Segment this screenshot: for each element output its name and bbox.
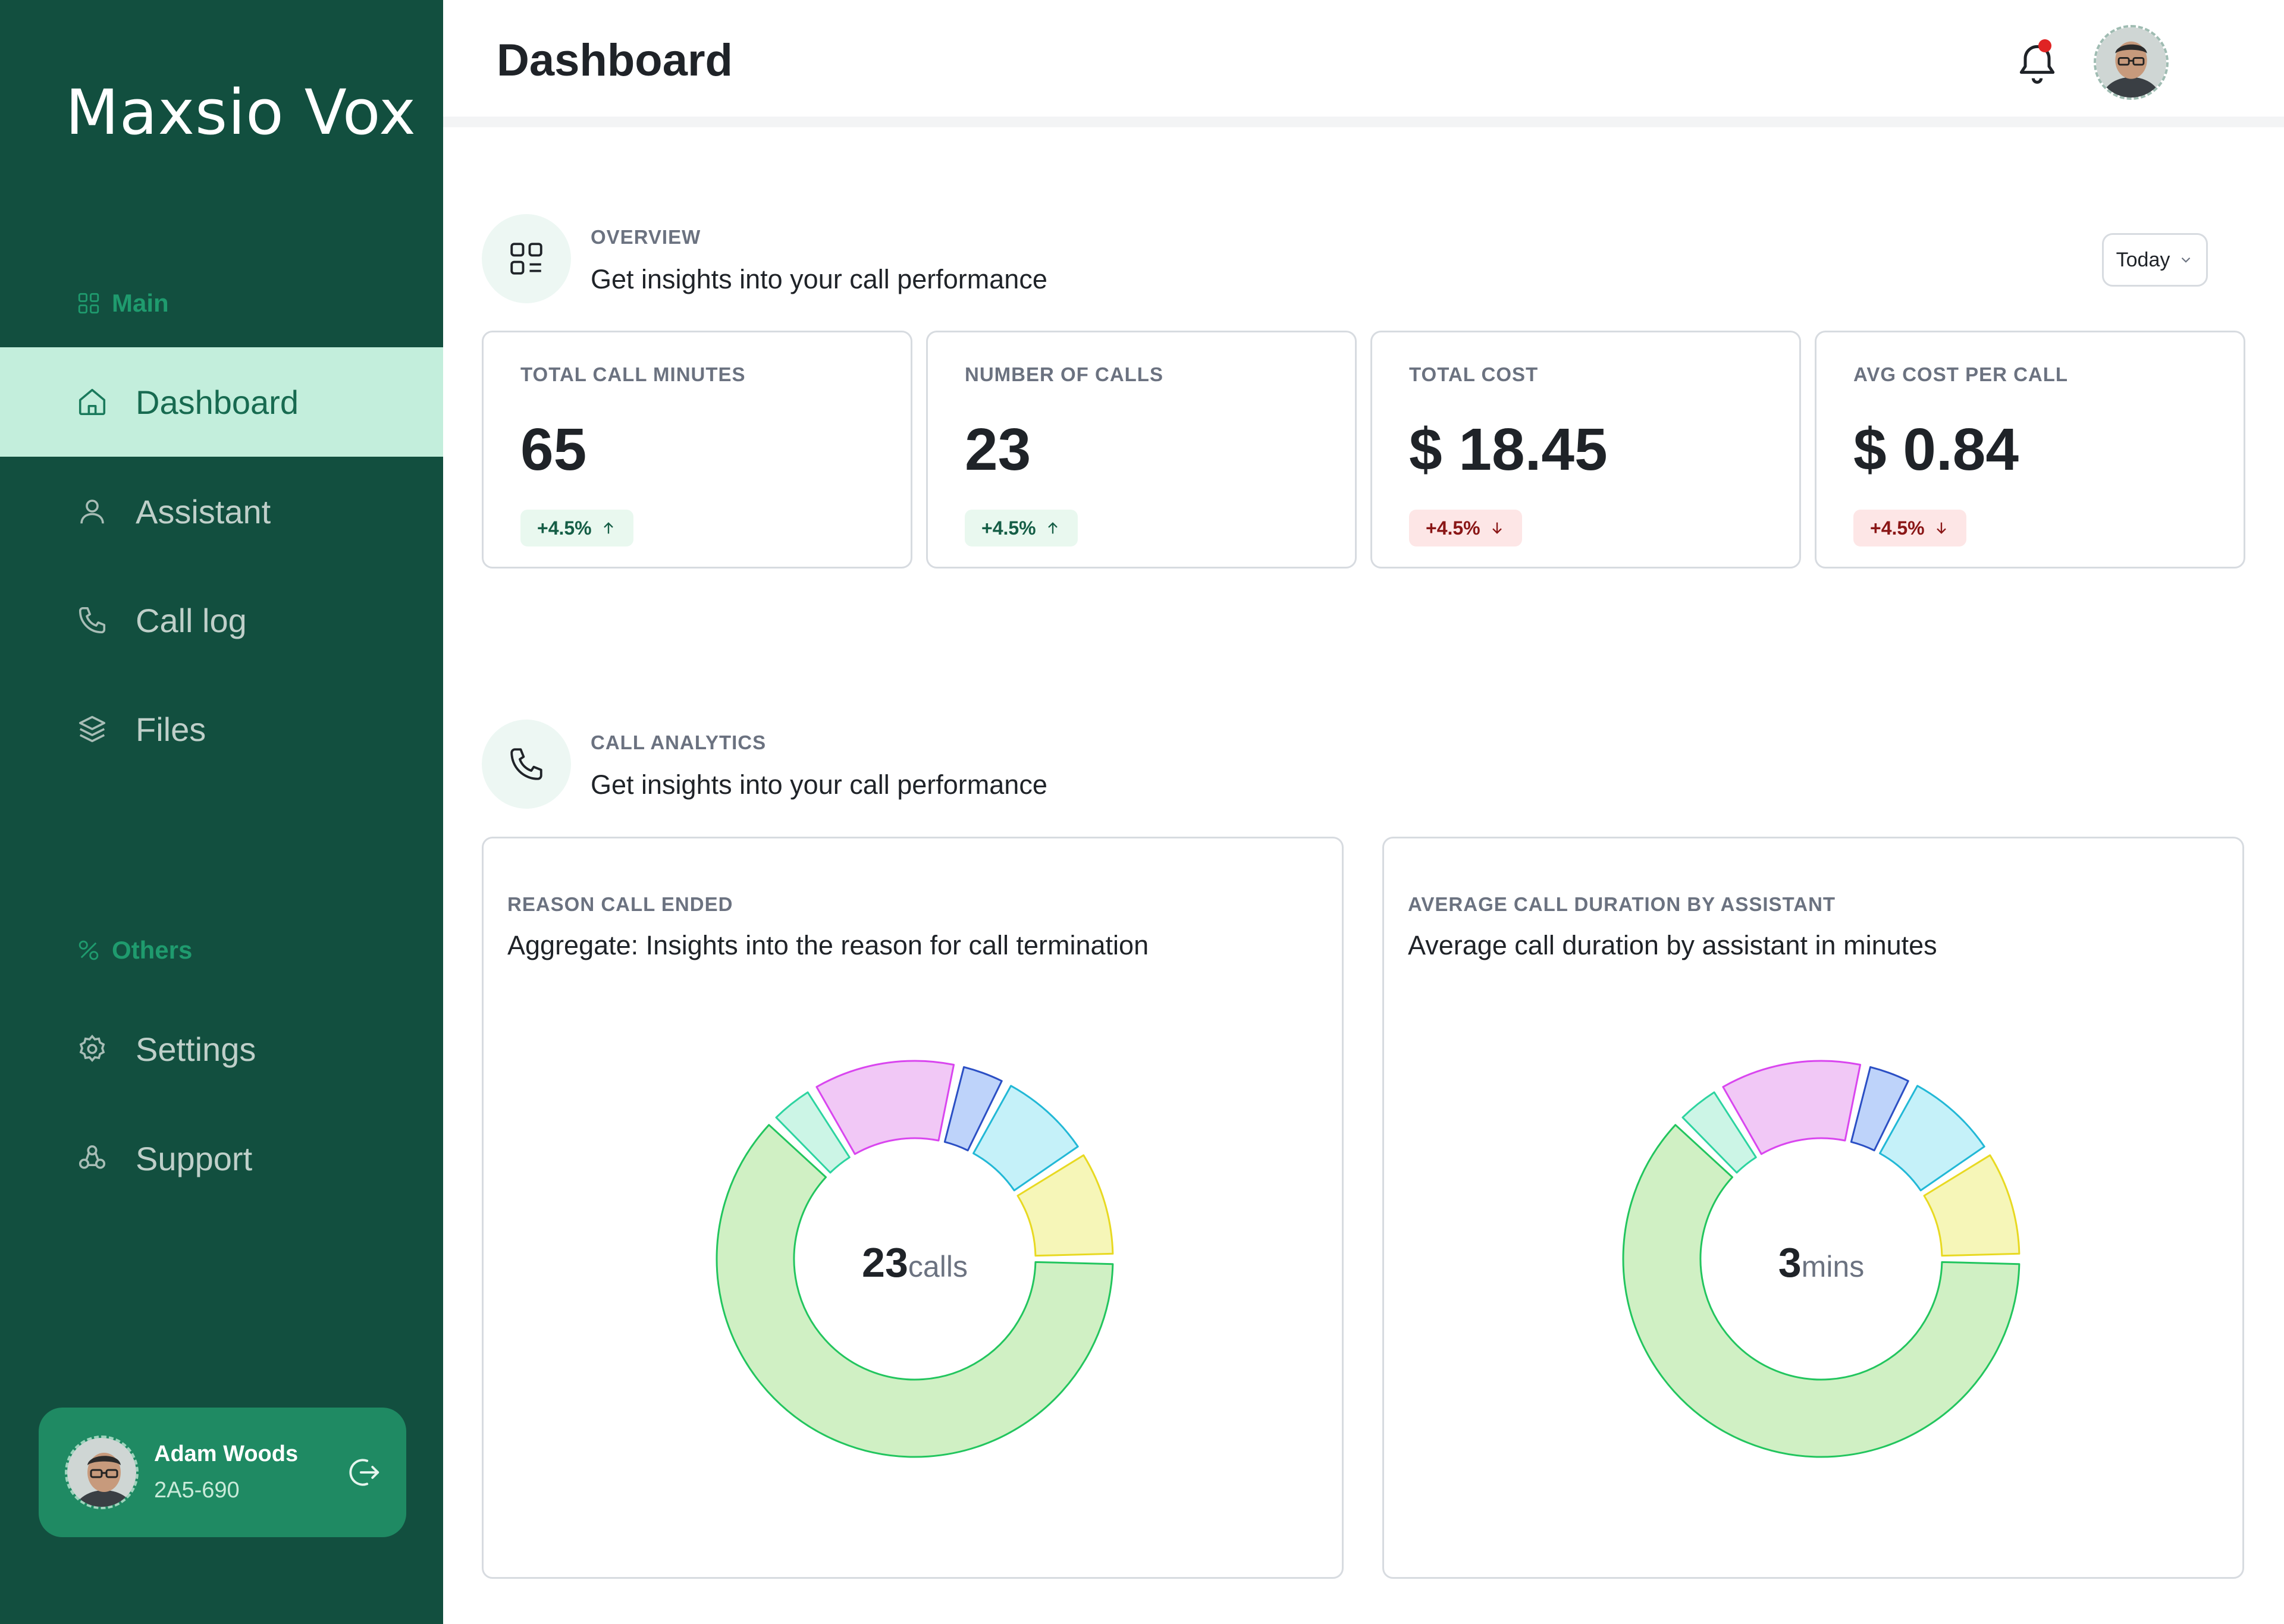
stat-label: NUMBER OF CALLS: [965, 363, 1163, 385]
donut-center-label: 23calls: [862, 1239, 968, 1286]
donut-center-label: 3mins: [1778, 1239, 1865, 1286]
avatar: [65, 1435, 139, 1509]
donut-chart: 3mins: [1622, 1060, 2021, 1458]
donut-slice-4[interactable]: [1879, 1085, 1985, 1192]
stat-change-badge: +4.5%: [520, 510, 633, 546]
home-icon: [79, 388, 106, 416]
donut-slice-5[interactable]: [1016, 1154, 1114, 1257]
chart-subtitle: Average call duration by assistant in mi…: [1408, 930, 1937, 960]
stat-value: $ 18.45: [1409, 416, 1608, 483]
stat-change-text: +4.5%: [537, 517, 592, 539]
arrow-down-icon: [1492, 522, 1502, 534]
donut-center-value: 23: [862, 1239, 908, 1286]
chart-kicker: AVERAGE CALL DURATION BY ASSISTANT: [1408, 893, 1836, 915]
sidebar-item-call-log[interactable]: Call log: [0, 566, 443, 675]
donut-slice-2[interactable]: [1722, 1060, 1862, 1155]
chart-card-reason-call-ended: REASON CALL ENDED Aggregate: Insights in…: [482, 837, 1344, 1579]
user-card[interactable]: Adam Woods 2A5-690: [39, 1408, 406, 1537]
sidebar-item-label: Assistant: [136, 492, 271, 530]
support-icon: [79, 1145, 106, 1169]
dashboard-grid-icon: [510, 243, 542, 275]
stat-label: TOTAL COST: [1409, 363, 1539, 385]
stat-card-total-call-minutes: TOTAL CALL MINUTES 65 +4.5%: [482, 331, 912, 568]
date-range-select[interactable]: Today: [2102, 233, 2208, 287]
avatar-image: [67, 1438, 136, 1507]
stat-change-badge: +4.5%: [965, 510, 1078, 546]
page-title: Dashboard: [497, 35, 733, 86]
overview-subtitle: Get insights into your call performance: [591, 264, 1047, 294]
notification-dot: [2038, 39, 2051, 52]
chart-kicker: REASON CALL ENDED: [507, 893, 733, 915]
stat-change-badge: +4.5%: [1853, 510, 1966, 546]
stat-card-number-of-calls: NUMBER OF CALLS 23 +4.5%: [926, 331, 1357, 568]
overview-icon-badge: [482, 214, 571, 303]
arrow-up-icon: [1047, 522, 1058, 534]
donut-chart: 23calls: [716, 1060, 1114, 1458]
overview-kicker: OVERVIEW: [591, 226, 701, 248]
header-avatar[interactable]: [2094, 25, 2169, 100]
chevron-down-icon: [2182, 257, 2191, 263]
sidebar-item-label: Call log: [136, 601, 247, 639]
stat-change-text: +4.5%: [1870, 517, 1925, 539]
sidebar-item-files[interactable]: Files: [0, 674, 443, 784]
section-label-text: Main: [112, 289, 169, 317]
sidebar-item-label: Settings: [136, 1030, 256, 1068]
user-icon: [80, 500, 104, 524]
donut-slice-0[interactable]: [716, 1124, 1114, 1458]
sidebar-item-support[interactable]: Support: [0, 1104, 443, 1213]
donut-slice-1[interactable]: [1681, 1091, 1757, 1174]
donut-slice-3[interactable]: [943, 1066, 1003, 1152]
bell-icon[interactable]: [2013, 39, 2061, 86]
analytics-icon-badge: [482, 720, 571, 809]
arrow-down-icon: [1936, 522, 1946, 534]
sidebar-item-label: Files: [136, 710, 206, 748]
avatar-image: [2096, 27, 2166, 98]
stat-label: AVG COST PER CALL: [1853, 363, 2069, 385]
top-header: Dashboard: [443, 0, 2284, 127]
analytics-kicker: CALL ANALYTICS: [591, 731, 767, 753]
gear-icon: [79, 1034, 105, 1062]
stat-card-total-cost: TOTAL COST $ 18.45 +4.5%: [1370, 331, 1801, 568]
chart-subtitle: Aggregate: Insights into the reason for …: [507, 930, 1149, 960]
grid-icon: [78, 293, 99, 314]
date-range-value: Today: [2116, 248, 2170, 271]
phone-icon: [79, 607, 106, 634]
stat-label: TOTAL CALL MINUTES: [520, 363, 746, 385]
stat-value: 65: [520, 416, 587, 483]
arrow-up-icon: [603, 522, 613, 534]
logout-icon[interactable]: [346, 1454, 382, 1491]
phone-icon: [510, 748, 542, 780]
donut-slice-0[interactable]: [1622, 1124, 2021, 1458]
user-id: 2A5-690: [154, 1478, 240, 1503]
donut-slice-5[interactable]: [1923, 1154, 2021, 1257]
section-label-main: Main: [76, 289, 169, 318]
brand-logo: Maxsio Vox: [65, 76, 416, 149]
stat-change-text: +4.5%: [981, 517, 1036, 539]
sidebar: Maxsio Vox Main Dashboard Assistant Call…: [0, 0, 443, 1624]
donut-center-value: 3: [1778, 1239, 1802, 1286]
section-label-text: Others: [112, 936, 193, 964]
stat-change-text: +4.5%: [1426, 517, 1480, 539]
stat-change-badge: +4.5%: [1409, 510, 1522, 546]
sidebar-item-assistant[interactable]: Assistant: [0, 457, 443, 566]
user-name: Adam Woods: [154, 1441, 299, 1466]
donut-slice-2[interactable]: [815, 1060, 955, 1155]
sidebar-item-label: Support: [136, 1139, 253, 1177]
shapes-icon: [79, 940, 99, 960]
stat-value: 23: [965, 416, 1031, 483]
donut-slice-4[interactable]: [972, 1085, 1079, 1192]
analytics-subtitle: Get insights into your call performance: [591, 769, 1047, 800]
sidebar-item-dashboard[interactable]: Dashboard: [0, 347, 443, 457]
sidebar-item-settings[interactable]: Settings: [0, 994, 443, 1104]
donut-slice-1[interactable]: [775, 1091, 851, 1174]
stat-card-avg-cost-per-call: AVG COST PER CALL $ 0.84 +4.5%: [1815, 331, 2245, 568]
donut-slice-3[interactable]: [1850, 1066, 1909, 1152]
section-label-others: Others: [76, 936, 192, 965]
sidebar-item-label: Dashboard: [136, 383, 299, 421]
donut-center-unit: mins: [1802, 1250, 1865, 1283]
stat-value: $ 0.84: [1853, 416, 2019, 483]
chart-card-avg-call-duration: AVERAGE CALL DURATION BY ASSISTANT Avera…: [1382, 837, 2244, 1579]
layers-icon: [79, 715, 106, 743]
donut-center-unit: calls: [908, 1250, 968, 1283]
